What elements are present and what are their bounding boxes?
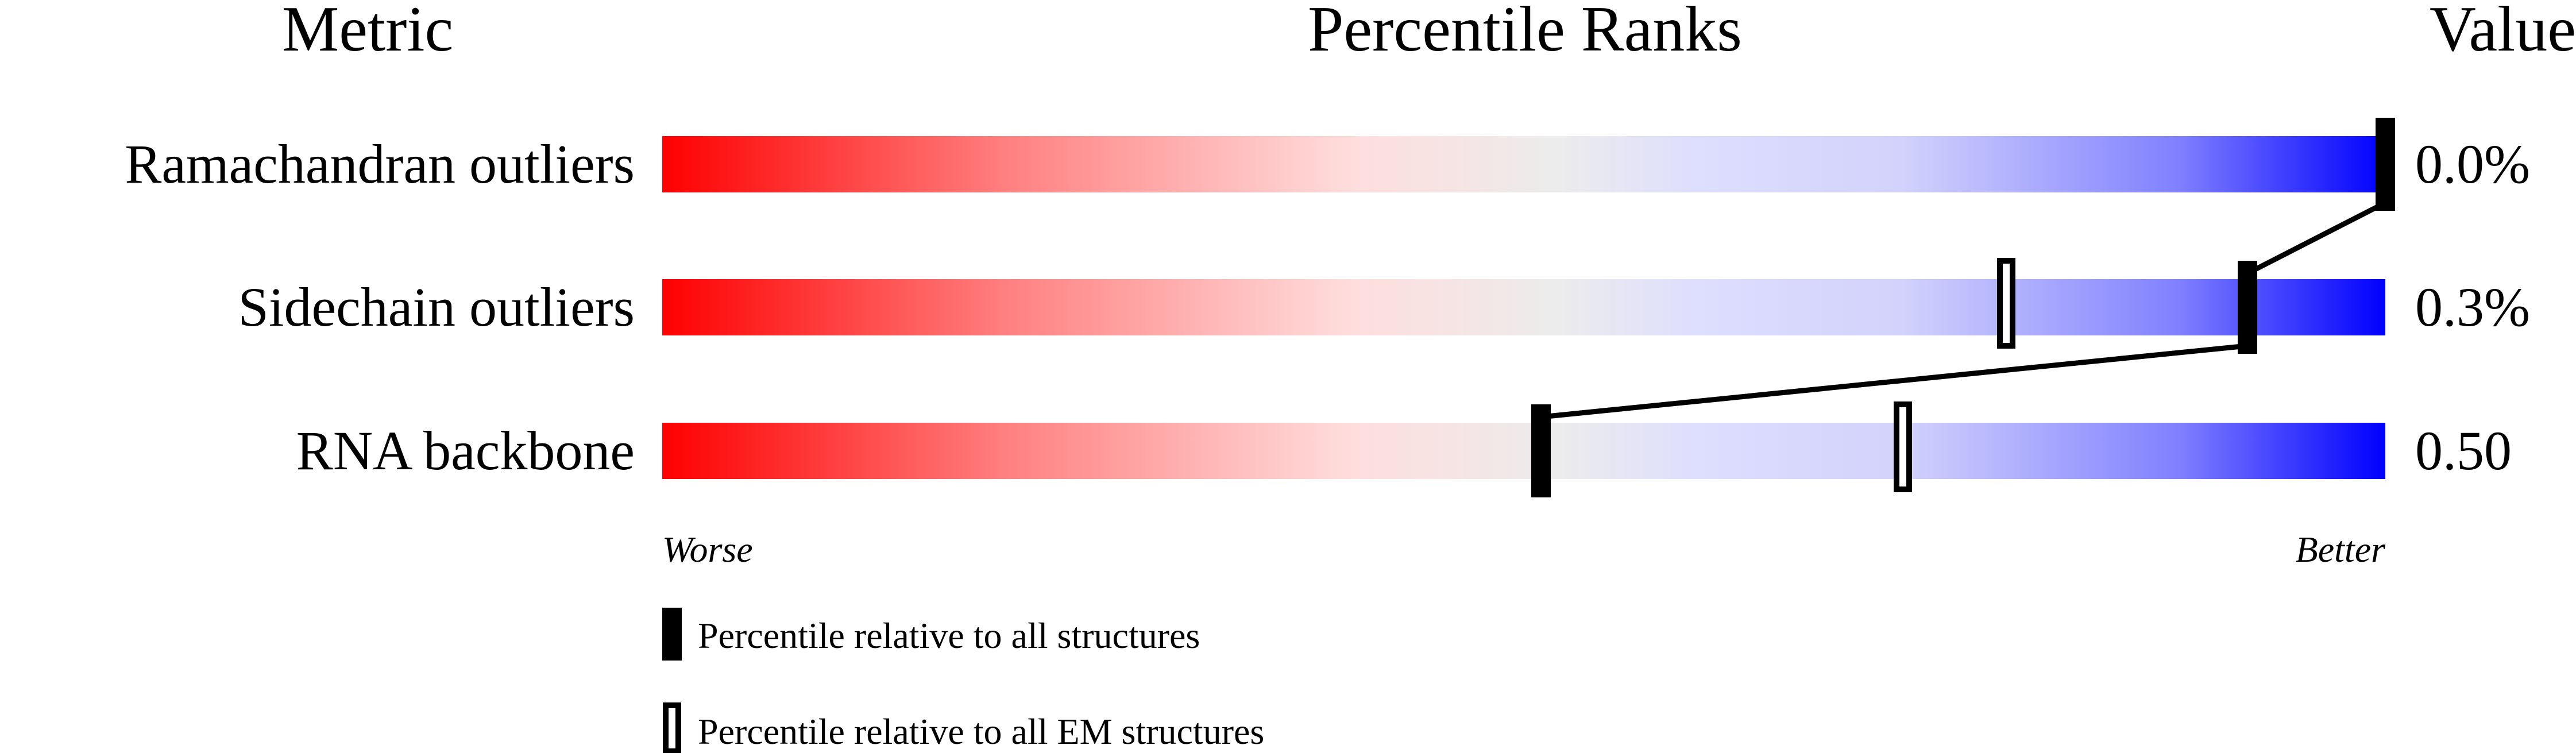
metric-label: Ramachandran outliers — [125, 133, 635, 195]
better-label: Better — [2296, 529, 2386, 570]
percentile-bar — [662, 423, 2385, 479]
metric-label: Sidechain outliers — [238, 276, 635, 338]
metric-label: RNA backbone — [296, 420, 635, 481]
em-percentile-marker — [1894, 401, 1912, 492]
all-percentile-marker — [2376, 118, 2395, 211]
connector-line — [1540, 343, 2248, 420]
all-percentile-marker — [2238, 261, 2257, 354]
legend-marker-em — [663, 702, 681, 753]
worse-label: Worse — [662, 529, 753, 570]
percentile-bar — [662, 279, 2385, 335]
legend-all-label: Percentile relative to all structures — [698, 615, 1200, 656]
metric-value: 0.0% — [2415, 133, 2530, 195]
header-metric: Metric — [282, 0, 454, 65]
em-percentile-marker — [1997, 258, 2015, 349]
header-value: Value — [2430, 0, 2576, 65]
metric-value: 0.3% — [2415, 276, 2530, 338]
percentile-bar — [662, 136, 2385, 192]
header-percentile-ranks: Percentile Ranks — [1308, 0, 1742, 65]
all-percentile-marker — [1531, 404, 1551, 497]
connector-line — [2246, 200, 2387, 276]
legend-marker-all — [662, 608, 682, 661]
metric-value: 0.50 — [2415, 420, 2512, 481]
legend-em-label: Percentile relative to all EM structures — [698, 711, 1264, 752]
